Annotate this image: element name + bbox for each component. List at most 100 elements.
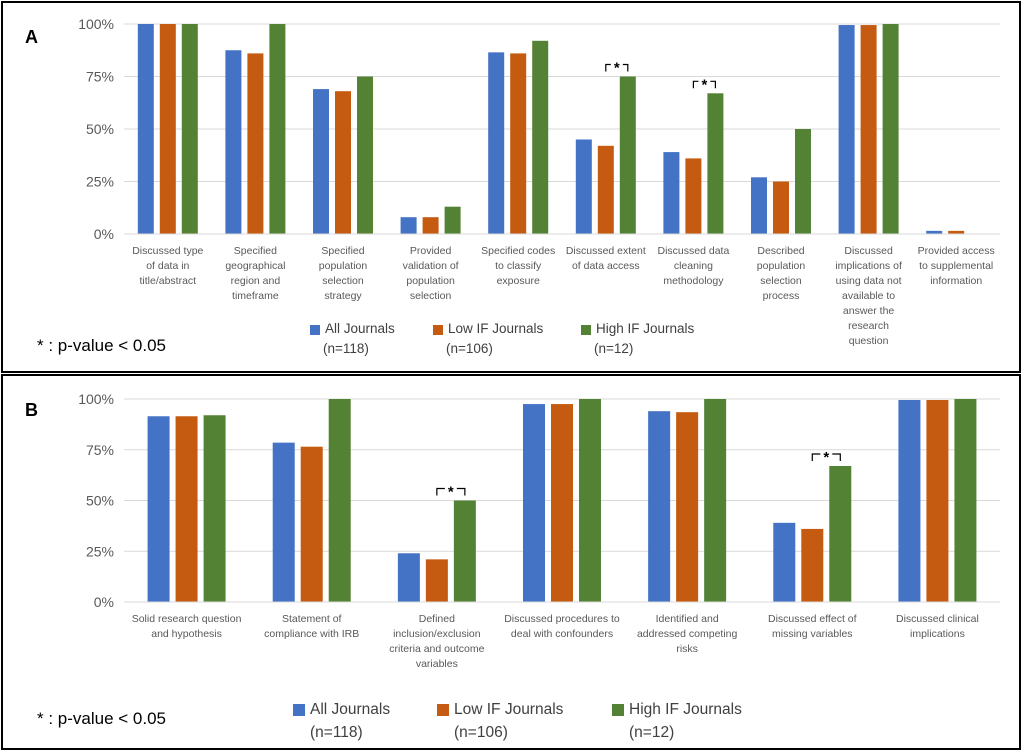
legend-label: Low IF Journals [454, 701, 564, 718]
bar [453, 500, 476, 602]
bar [926, 230, 943, 234]
legend-n: (n=118) [310, 724, 363, 741]
x-tick-label: Defined inclusion/exclusion criteria and o… [389, 613, 484, 670]
bar [328, 399, 351, 602]
bar [685, 158, 702, 234]
y-tick-label: 50% [86, 493, 114, 509]
legend-swatch [437, 704, 449, 716]
bar [648, 411, 671, 602]
legend-n: (n=118) [323, 341, 369, 356]
significance-star: * [448, 484, 454, 501]
significance-star: * [614, 60, 620, 77]
bar [444, 206, 461, 234]
x-tick-label: Specified geographical region and timeframe [225, 245, 285, 302]
bar [425, 559, 448, 602]
y-tick-label: 100% [78, 16, 114, 32]
bar [272, 442, 295, 602]
legend-label: High IF Journals [596, 321, 695, 336]
x-tick-label: Discussed clinical implications [896, 613, 979, 640]
bar [707, 93, 724, 234]
bracket-gap [698, 79, 711, 84]
bar [954, 399, 977, 602]
legend-swatch [433, 325, 443, 335]
bar [181, 24, 198, 234]
bar [203, 415, 226, 602]
bar [510, 53, 527, 235]
bar [801, 528, 824, 602]
y-tick-label: 75% [86, 69, 114, 85]
legend-label: Low IF Journals [448, 321, 544, 336]
bar [488, 52, 505, 234]
legend-n: (n=106) [454, 724, 508, 741]
x-tick-label: Discussed effect of missing variables [768, 613, 857, 640]
bar [751, 177, 767, 234]
x-tick-label: Discussed type of data in title/abstract [132, 245, 203, 287]
bar [269, 24, 286, 234]
legend-swatch [293, 704, 305, 716]
bar [300, 446, 323, 602]
legend-n: (n=106) [446, 341, 493, 356]
bar [663, 152, 680, 234]
panel-a: A 0% 25% 50% 75% 100% Discussed type of data in… [1, 1, 1021, 373]
legend-label: High IF Journals [629, 701, 742, 718]
x-tick-label: Identified and addressed competing risks [637, 613, 738, 655]
y-tick-label: 0% [94, 226, 114, 242]
significance-star: * [701, 76, 707, 93]
bar [948, 230, 965, 234]
bar [838, 25, 855, 234]
bar [225, 50, 242, 234]
bar [773, 181, 789, 234]
bar [676, 412, 699, 602]
x-tick-label: Specified codes to classify exposure [481, 245, 555, 287]
bar [882, 24, 899, 234]
x-tick-label: Discussed extent of data access [566, 245, 646, 272]
bar [829, 465, 852, 602]
x-tick-label: Described population selection process [757, 245, 806, 302]
y-tick-label: 75% [86, 442, 114, 458]
y-tick-label: 50% [86, 121, 114, 137]
bracket-gap [820, 451, 833, 456]
bar [532, 40, 549, 234]
significance-note: * : p-value < 0.05 [37, 336, 166, 355]
legend-swatch [310, 325, 320, 335]
bar [397, 553, 420, 602]
bracket-gap [610, 62, 623, 67]
bar [313, 89, 329, 234]
chart-b: B 0% 25% 50% 75% 100% Solid research question a… [25, 391, 1000, 741]
legend-swatch [612, 704, 624, 716]
y-tick-label: 0% [94, 594, 114, 610]
bar [926, 400, 949, 602]
bar [860, 25, 877, 234]
bar [773, 522, 796, 602]
bar [579, 399, 601, 602]
x-tick-label: Statement of compliance with IRB [264, 613, 359, 640]
bar [335, 91, 351, 234]
significance-note: * : p-value < 0.05 [37, 709, 166, 728]
significance-star: * [823, 449, 829, 466]
legend-n: (n=12) [594, 341, 633, 356]
legend-swatch [581, 325, 591, 335]
bar [175, 416, 198, 602]
panel-letter: B [25, 400, 38, 420]
bar [357, 76, 373, 234]
legend-label: All Journals [310, 701, 390, 718]
bar [597, 145, 614, 234]
bar [795, 129, 811, 234]
y-tick-label: 25% [86, 543, 114, 559]
bar [898, 400, 921, 602]
bracket-gap [444, 486, 457, 491]
bar [159, 24, 176, 234]
bar [704, 399, 727, 602]
legend-label: All Journals [325, 321, 395, 336]
bar [575, 139, 592, 234]
bar [400, 217, 417, 234]
bar [551, 404, 573, 602]
x-tick-label: Discussed data cleaning methodology [658, 245, 730, 287]
x-tick-label: Discussed implications of using data not av… [835, 245, 902, 347]
bar [619, 76, 636, 234]
panel-letter: A [25, 27, 38, 47]
legend-n: (n=12) [629, 724, 674, 741]
bar [422, 217, 439, 234]
x-tick-label: Provided validation of population selection [403, 245, 459, 302]
x-tick-label: Specified population selection strategy [319, 245, 368, 302]
